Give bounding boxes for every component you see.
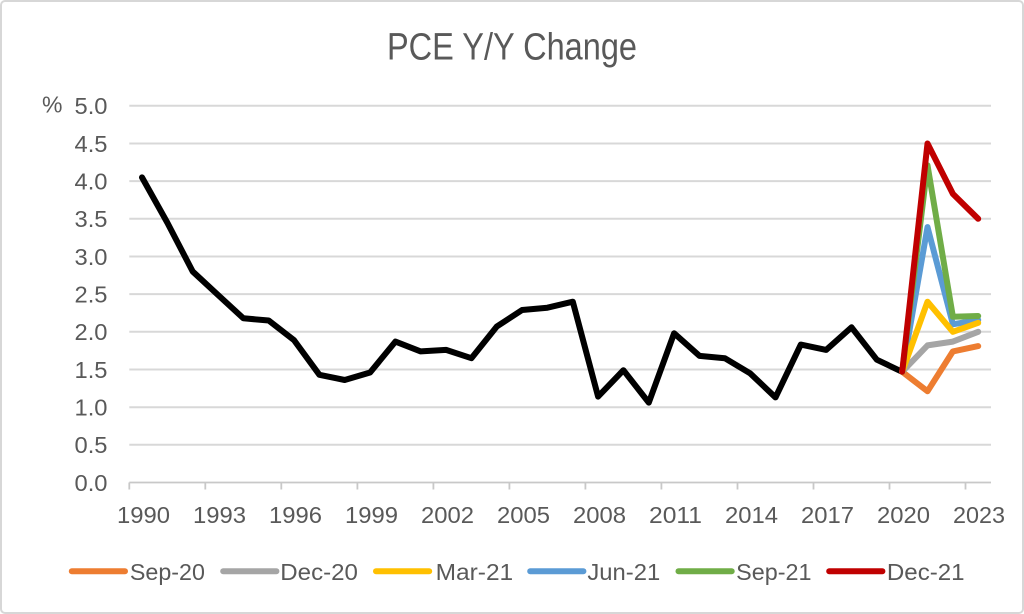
svg-text:0.5: 0.5 [75, 432, 108, 458]
svg-text:2.5: 2.5 [75, 282, 108, 308]
svg-text:0.0: 0.0 [75, 470, 108, 496]
svg-text:2011: 2011 [649, 502, 702, 528]
svg-text:Sep-21: Sep-21 [736, 559, 811, 585]
svg-text:4.0: 4.0 [75, 169, 108, 195]
svg-text:Sep-20: Sep-20 [130, 559, 205, 585]
svg-text:1996: 1996 [269, 502, 322, 528]
svg-text:Dec-20: Dec-20 [280, 559, 358, 585]
svg-text:1.0: 1.0 [75, 395, 108, 421]
svg-text:3.0: 3.0 [75, 244, 108, 270]
svg-text:1.5: 1.5 [75, 357, 108, 383]
svg-text:3.5: 3.5 [75, 206, 108, 232]
svg-text:2005: 2005 [497, 502, 550, 528]
svg-text:2014: 2014 [725, 502, 778, 528]
svg-text:1999: 1999 [345, 502, 398, 528]
svg-text:2023: 2023 [953, 502, 1005, 528]
svg-text:PCE Y/Y Change: PCE Y/Y Change [387, 27, 637, 69]
svg-text:Jun-21: Jun-21 [587, 559, 660, 585]
svg-text:4.5: 4.5 [75, 131, 108, 157]
svg-text:2020: 2020 [877, 502, 930, 528]
svg-text:2.0: 2.0 [75, 319, 108, 345]
svg-text:2002: 2002 [421, 502, 474, 528]
svg-text:2008: 2008 [573, 502, 626, 528]
svg-text:1990: 1990 [117, 502, 170, 528]
svg-text:%: % [42, 91, 62, 117]
svg-text:Dec-21: Dec-21 [887, 559, 965, 585]
svg-text:1993: 1993 [193, 502, 246, 528]
svg-text:Mar-21: Mar-21 [436, 559, 514, 585]
svg-text:5.0: 5.0 [75, 93, 108, 119]
svg-text:2017: 2017 [801, 502, 854, 528]
